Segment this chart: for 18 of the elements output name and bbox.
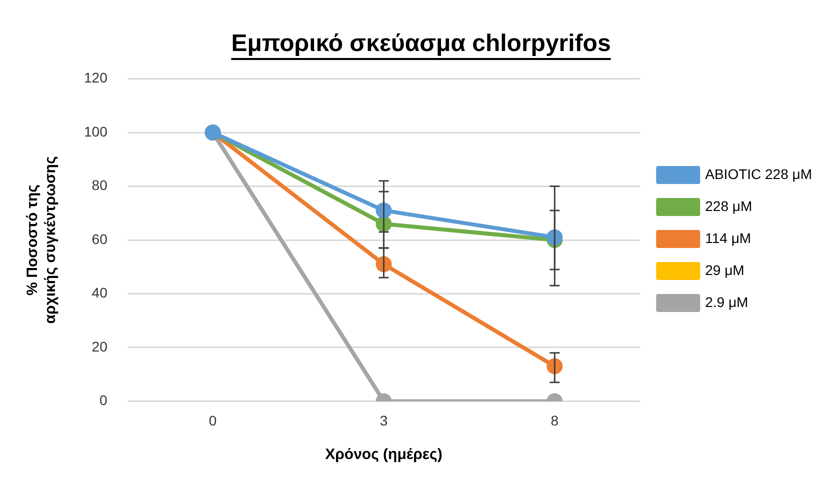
legend-label: 228 μM bbox=[705, 198, 752, 214]
legend-label: 2.9 μM bbox=[705, 294, 748, 310]
y-tick-label: 80 bbox=[92, 177, 108, 194]
legend-label: 114 μM bbox=[705, 230, 752, 246]
y-tick-label: 40 bbox=[92, 284, 108, 301]
x-tick-label: 3 bbox=[380, 412, 388, 428]
x-tick-label: 8 bbox=[550, 412, 559, 428]
y-axis-title: % Ποσοστό της αρχικής συγκέντρωσης bbox=[24, 156, 60, 324]
legend-label: 29 μM bbox=[705, 262, 744, 278]
legend-label: ABIOTIC 228 μM bbox=[705, 166, 812, 182]
x-tick-label: 0 bbox=[208, 412, 217, 428]
y-tick-label: 120 bbox=[84, 70, 108, 86]
y-tick-label: 100 bbox=[84, 123, 108, 140]
x-axis-title: Χρόνος (ημέρες) bbox=[325, 446, 442, 464]
chart-title: Εμπορικό σκεύασμα chlorpyrifos bbox=[231, 30, 611, 58]
y-tick-label: 20 bbox=[92, 338, 108, 354]
y-tick-label: 60 bbox=[92, 230, 108, 247]
y-tick-label: 0 bbox=[100, 392, 108, 408]
